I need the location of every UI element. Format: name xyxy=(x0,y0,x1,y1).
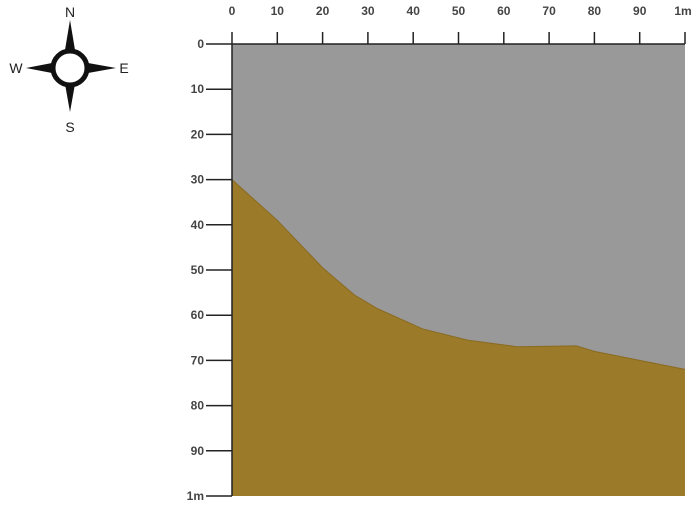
x-axis-ticks: 0 10 20 30 40 50 60 70 80 90 1m xyxy=(229,4,692,44)
plot-area xyxy=(231,44,686,496)
y-tick-label: 1m xyxy=(187,489,204,503)
x-tick-label: 30 xyxy=(361,4,375,18)
compass-rose: N S E W xyxy=(9,4,128,135)
y-tick-label: 60 xyxy=(191,308,205,322)
compass-north-arrow xyxy=(65,20,75,50)
y-axis-ticks: 0 10 20 30 40 50 60 70 80 90 1m xyxy=(187,37,232,503)
x-tick-label: 50 xyxy=(452,4,466,18)
compass-ring xyxy=(50,48,90,88)
x-tick-label: 10 xyxy=(271,4,285,18)
x-tick-label: 90 xyxy=(633,4,647,18)
x-tick-label: 20 xyxy=(316,4,330,18)
compass-west-label: W xyxy=(9,60,23,76)
axes: 0 10 20 30 40 50 60 70 80 90 1m 0 10 20 30 40 50 60 70 80 9… xyxy=(187,4,692,503)
compass-west-arrow xyxy=(26,63,52,73)
x-tick-label: 0 xyxy=(229,4,236,18)
lower-region xyxy=(232,179,685,496)
upper-region xyxy=(232,44,685,370)
compass-south-label: S xyxy=(65,119,74,135)
compass-east-label: E xyxy=(119,60,128,76)
x-tick-label: 60 xyxy=(497,4,511,18)
y-tick-label: 20 xyxy=(191,127,205,141)
y-tick-label: 90 xyxy=(191,444,205,458)
y-tick-label: 50 xyxy=(191,263,205,277)
x-tick-label: 1m xyxy=(674,4,691,18)
y-tick-label: 80 xyxy=(191,399,205,413)
x-tick-label: 70 xyxy=(542,4,556,18)
x-tick-label: 40 xyxy=(407,4,421,18)
y-tick-label: 0 xyxy=(197,37,204,51)
y-tick-label: 40 xyxy=(191,218,205,232)
compass-east-arrow xyxy=(88,63,116,73)
compass-north-label: N xyxy=(65,4,75,20)
boundary-line xyxy=(231,179,686,370)
compass-south-arrow xyxy=(65,84,75,112)
y-tick-label: 10 xyxy=(191,82,205,96)
y-tick-label: 70 xyxy=(191,353,205,367)
x-tick-label: 80 xyxy=(588,4,602,18)
y-tick-label: 30 xyxy=(191,173,205,187)
